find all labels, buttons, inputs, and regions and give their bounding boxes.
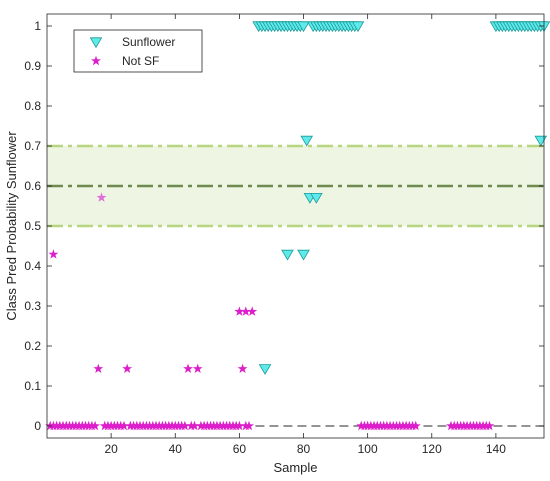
x-tick-label: 20 <box>104 442 118 456</box>
not-sf-point <box>237 363 248 373</box>
sunflower-point <box>297 249 310 261</box>
not-sf-point <box>93 363 104 373</box>
not-sf-point <box>122 363 133 373</box>
x-axis-label: Sample <box>273 460 317 475</box>
x-tick-label: 40 <box>169 442 183 456</box>
legend-box <box>73 29 203 73</box>
x-tick-label: 140 <box>486 442 506 456</box>
not-sf-point <box>96 192 107 202</box>
not-sf-point <box>244 420 254 431</box>
y-tick-label: 0.9 <box>24 59 41 73</box>
legend-triangle-marker <box>89 37 103 49</box>
x-tick-label: 60 <box>233 442 247 456</box>
sunflower-point <box>281 249 294 261</box>
legend: Sunflower Not SF <box>73 29 203 73</box>
y-tick-label: 0.5 <box>24 219 41 233</box>
not-sf-point <box>189 420 200 431</box>
y-tick-label: 0.2 <box>24 339 41 353</box>
legend-star-marker <box>91 55 101 66</box>
y-tick-label: 0.4 <box>24 259 41 273</box>
legend-marker-sunflower <box>89 37 103 49</box>
x-tick-label: 80 <box>297 442 311 456</box>
not-sf-point <box>119 420 129 431</box>
legend-marker-not-sf <box>91 55 101 66</box>
not-sf-point <box>179 420 190 431</box>
not-sf-point <box>247 306 258 316</box>
not-sf-point <box>192 363 203 373</box>
not-sf-point <box>410 420 421 431</box>
not-sf-point <box>183 363 193 373</box>
legend-label-sunflower: Sunflower <box>122 35 175 49</box>
y-tick-label: 1 <box>34 19 41 33</box>
sunflower-point <box>297 21 310 33</box>
y-tick-label: 0.3 <box>24 299 41 313</box>
x-tick-label: 120 <box>422 442 442 456</box>
y-tick-label: 0 <box>34 419 41 433</box>
y-tick-label: 0.1 <box>24 379 41 393</box>
not-sf-point <box>240 306 251 316</box>
y-tick-label: 0.6 <box>24 179 41 193</box>
not-sf-point <box>48 249 59 259</box>
not-sf-point <box>484 420 495 431</box>
sunflower-point <box>351 21 365 33</box>
x-tick-label: 100 <box>358 442 378 456</box>
sunflower-point <box>300 135 314 147</box>
axes-layer: 20 40 60 80 100 120 140 0 0.1 0.2 0.3 0.4 0.5 0.6 0.7 0… <box>24 13 545 456</box>
sunflower-point <box>534 135 548 147</box>
not-sf-point <box>234 420 245 431</box>
plot-layer <box>45 21 550 431</box>
sunflower-point <box>310 192 323 204</box>
not-sf-point <box>234 306 245 316</box>
y-tick-label: 0.8 <box>24 99 41 113</box>
sunflower-point <box>258 364 272 375</box>
y-axis-label: Class Pred Probability Sunflower <box>4 131 19 321</box>
y-tick-label: 0.7 <box>24 139 41 153</box>
not-sf-point <box>90 420 100 431</box>
legend-label-not-sf: Not SF <box>122 54 159 68</box>
